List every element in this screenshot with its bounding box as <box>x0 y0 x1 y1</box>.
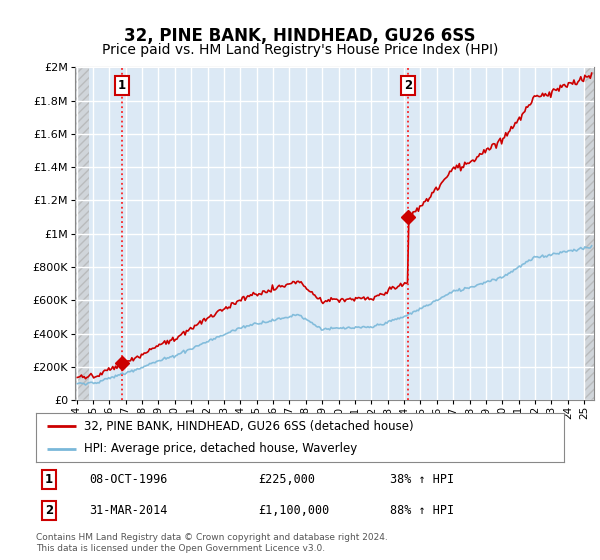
Text: Contains HM Land Registry data © Crown copyright and database right 2024.
This d: Contains HM Land Registry data © Crown c… <box>36 533 388 553</box>
Text: 31-MAR-2014: 31-MAR-2014 <box>89 504 167 517</box>
Text: 32, PINE BANK, HINDHEAD, GU26 6SS (detached house): 32, PINE BANK, HINDHEAD, GU26 6SS (detac… <box>83 419 413 432</box>
Text: HPI: Average price, detached house, Waverley: HPI: Average price, detached house, Wave… <box>83 442 357 455</box>
Text: 32, PINE BANK, HINDHEAD, GU26 6SS: 32, PINE BANK, HINDHEAD, GU26 6SS <box>124 27 476 45</box>
Text: 2: 2 <box>404 79 412 92</box>
Bar <box>75 67 89 400</box>
Text: 38% ↑ HPI: 38% ↑ HPI <box>390 473 454 486</box>
Text: £1,100,000: £1,100,000 <box>258 504 329 517</box>
Text: Price paid vs. HM Land Registry's House Price Index (HPI): Price paid vs. HM Land Registry's House … <box>102 43 498 57</box>
Text: 1: 1 <box>45 473 53 486</box>
Text: £225,000: £225,000 <box>258 473 315 486</box>
Text: 2: 2 <box>45 504 53 517</box>
Text: 88% ↑ HPI: 88% ↑ HPI <box>390 504 454 517</box>
Text: 1: 1 <box>118 79 126 92</box>
Bar <box>586 67 594 400</box>
Text: 08-OCT-1996: 08-OCT-1996 <box>89 473 167 486</box>
